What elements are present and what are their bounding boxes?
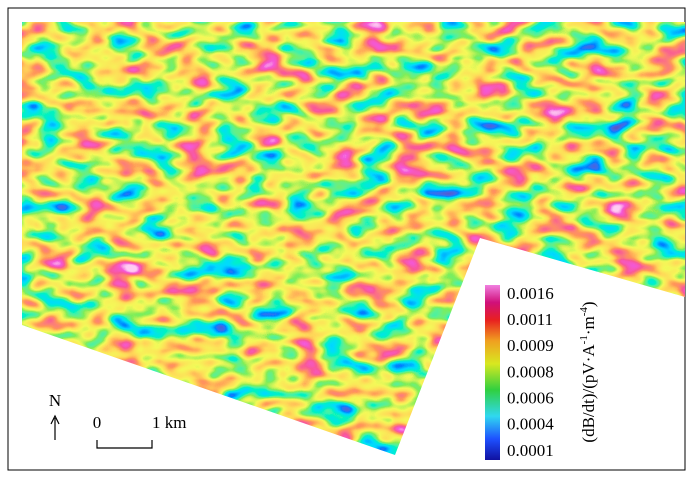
colorbar-tick-label: 0.0004 bbox=[507, 415, 554, 434]
colorbar-ticks: 0.0016 0.0011 0.0009 0.0008 0.0006 0.0004 0.00… bbox=[507, 284, 554, 460]
north-label: N bbox=[49, 391, 61, 410]
colorbar-label: (dB/dt)/(pV·A-1·m-4) bbox=[578, 301, 598, 442]
colorbar-tick-label: 0.0009 bbox=[507, 336, 554, 355]
colorbar-tick-label: 0.0016 bbox=[507, 284, 554, 303]
scale-bar bbox=[96, 440, 153, 449]
label-sup: -4 bbox=[578, 307, 590, 317]
colorbar-tick-label: 0.0006 bbox=[507, 389, 554, 408]
label-part: ·m bbox=[579, 316, 598, 335]
scale-end: 1 km bbox=[152, 413, 186, 432]
colorbar-tick-label: 0.0008 bbox=[507, 362, 554, 381]
north-arrowhead bbox=[50, 414, 60, 425]
colorbar bbox=[485, 285, 500, 460]
label-sup: -1 bbox=[578, 335, 590, 344]
colorbar-tick-label: 0.0011 bbox=[507, 310, 553, 329]
colorbar-tick-label: 0.0001 bbox=[507, 441, 554, 460]
label-part: ) bbox=[579, 301, 598, 307]
label-part: (dB/dt)/(pV·A bbox=[579, 344, 598, 443]
scale-start: 0 bbox=[93, 413, 102, 432]
